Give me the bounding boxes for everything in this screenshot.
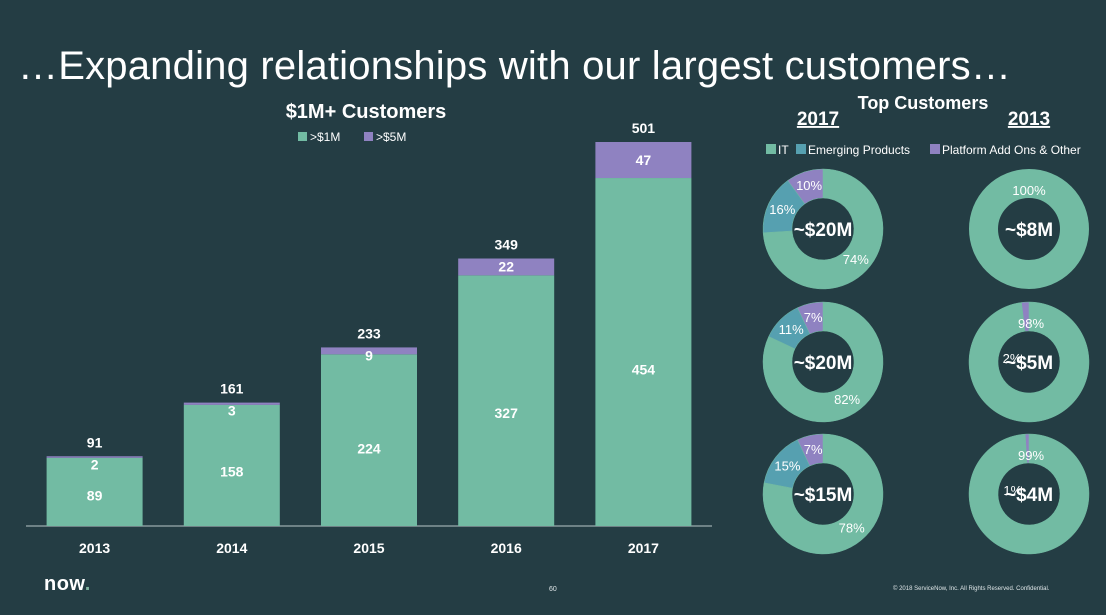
legend-label-over1m: >$1M: [310, 130, 340, 144]
donut-2017-2: 82% 11%7% ~$20M: [762, 301, 884, 423]
slice-label-emerging: 15%: [774, 458, 800, 473]
slice-platform: [787, 168, 824, 205]
x-tick-2014: 2014: [216, 540, 247, 556]
legend-label-it: IT: [778, 143, 789, 157]
donut-center-value: ~$8M: [1005, 220, 1053, 241]
slice-label-emerging: 16%: [769, 202, 795, 217]
legend-label-platform: Platform Add Ons & Other: [942, 143, 1081, 157]
label-total-2014: 161: [220, 381, 244, 397]
logo-dot: .: [84, 573, 91, 595]
copyright-notice: © 2018 ServiceNow, Inc. All Rights Reser…: [893, 586, 1050, 592]
slice-label-it: 100%: [1012, 183, 1046, 198]
label-over1m-2015: 224: [357, 441, 381, 457]
slice-label-platform: 10%: [796, 178, 822, 193]
donut-center-value: ~$5M: [1005, 353, 1053, 374]
donut-title: Top Customers: [858, 93, 989, 113]
slice-platform: [1024, 433, 1030, 464]
donut-2013-2: 98% 2%~$5M: [968, 301, 1090, 423]
column-header-2017: 2017: [797, 109, 839, 130]
slice-label-platform: 2%: [1003, 351, 1022, 366]
label-total-2015: 233: [357, 325, 381, 341]
slice-label-it: 78%: [839, 521, 865, 536]
label-over5m-2014: 3: [228, 403, 236, 419]
bar-over5m-2014: [183, 402, 280, 405]
slice-it: [968, 301, 1090, 423]
bar-chart: $1M+ Customers >$1M >$5M 89 2 91 2013 158 3 161 20…: [26, 101, 712, 556]
slice-platform: [1021, 301, 1030, 332]
slice-label-it: 74%: [843, 252, 869, 267]
label-over1m-2017: 454: [632, 361, 656, 377]
slice-platform: [797, 433, 824, 467]
slice-label-platform: 7%: [804, 442, 823, 457]
label-over5m-2017: 47: [636, 152, 652, 168]
bar-over1m-2014: [183, 404, 280, 526]
slice-label-it: 82%: [834, 392, 860, 407]
slice-label-platform: 1%: [1003, 483, 1022, 498]
donut-2013-3: 99% 1%~$4M: [968, 433, 1090, 555]
x-tick-2015: 2015: [353, 540, 384, 556]
label-over5m-2016: 22: [498, 259, 514, 275]
donut-2017-3: 78% 15% 7% ~$15M: [762, 433, 884, 555]
slice-platform: [797, 301, 824, 335]
slice-label-it: 98%: [1018, 316, 1044, 331]
bar-legend: >$1M >$5M: [298, 130, 406, 144]
legend-label-emerging: Emerging Products: [808, 143, 910, 157]
donut-2013-1: 100% ~$8M: [969, 169, 1089, 289]
legend-label-over5m: >$5M: [376, 130, 406, 144]
bar-over5m-2016: [458, 258, 555, 276]
label-over1m-2013: 89: [87, 487, 103, 503]
logo-text: now: [44, 573, 85, 595]
label-total-2017: 501: [632, 120, 656, 136]
bar-chart-title: $1M+ Customers: [286, 101, 447, 123]
slice-it: [762, 168, 884, 290]
label-total-2013: 91: [87, 434, 103, 450]
donut-center-value: ~$20M: [794, 220, 853, 241]
legend-swatch-over5m: [364, 132, 373, 141]
donut-center-value: ~$15M: [794, 485, 853, 506]
column-header-2013: 2013: [1008, 109, 1050, 130]
slice-it: [969, 169, 1089, 289]
bar-over1m-2015: [321, 354, 417, 526]
slice-label-it: 99%: [1018, 448, 1044, 463]
donut-legend: IT Emerging Products Platform Add Ons & Ot…: [766, 143, 1081, 157]
bar-over5m-2017: [595, 142, 692, 179]
slice-it: [762, 301, 884, 423]
legend-swatch-platform: [930, 144, 940, 154]
bar-over1m-2016: [458, 275, 555, 526]
label-over1m-2014: 158: [220, 464, 244, 480]
slide-title: …Expanding relationships with our larges…: [18, 44, 1012, 88]
legend-swatch-emerging: [796, 144, 806, 154]
label-over5m-2013: 2: [91, 456, 99, 472]
donut-center-value: ~$4M: [1005, 485, 1053, 506]
label-over1m-2016: 327: [495, 405, 519, 421]
label-total-2016: 349: [495, 237, 519, 253]
donut-charts: Top Customers 2017 2013 IT Emerging Products…: [762, 93, 1090, 555]
donut-2017-1: 74% 16%10% ~$20M: [762, 168, 884, 290]
label-over5m-2015: 9: [365, 347, 373, 363]
legend-swatch-it: [766, 144, 776, 154]
slice-it: [762, 433, 884, 555]
bar-over5m-2013: [46, 456, 143, 458]
slice-label-platform: 7%: [804, 310, 823, 325]
servicenow-logo: now.: [44, 573, 91, 596]
slice-it: [968, 433, 1090, 555]
x-tick-2013: 2013: [79, 540, 110, 556]
bar-over1m-2013: [46, 457, 143, 526]
legend-swatch-over1m: [298, 132, 307, 141]
bar-over5m-2015: [321, 347, 417, 355]
x-tick-2016: 2016: [491, 540, 522, 556]
page-number: 60: [549, 586, 557, 593]
x-tick-2017: 2017: [628, 540, 659, 556]
donut-center-value: ~$20M: [794, 353, 853, 374]
slice-label-emerging: 11%: [779, 322, 804, 337]
bar-over1m-2017: [595, 178, 692, 526]
